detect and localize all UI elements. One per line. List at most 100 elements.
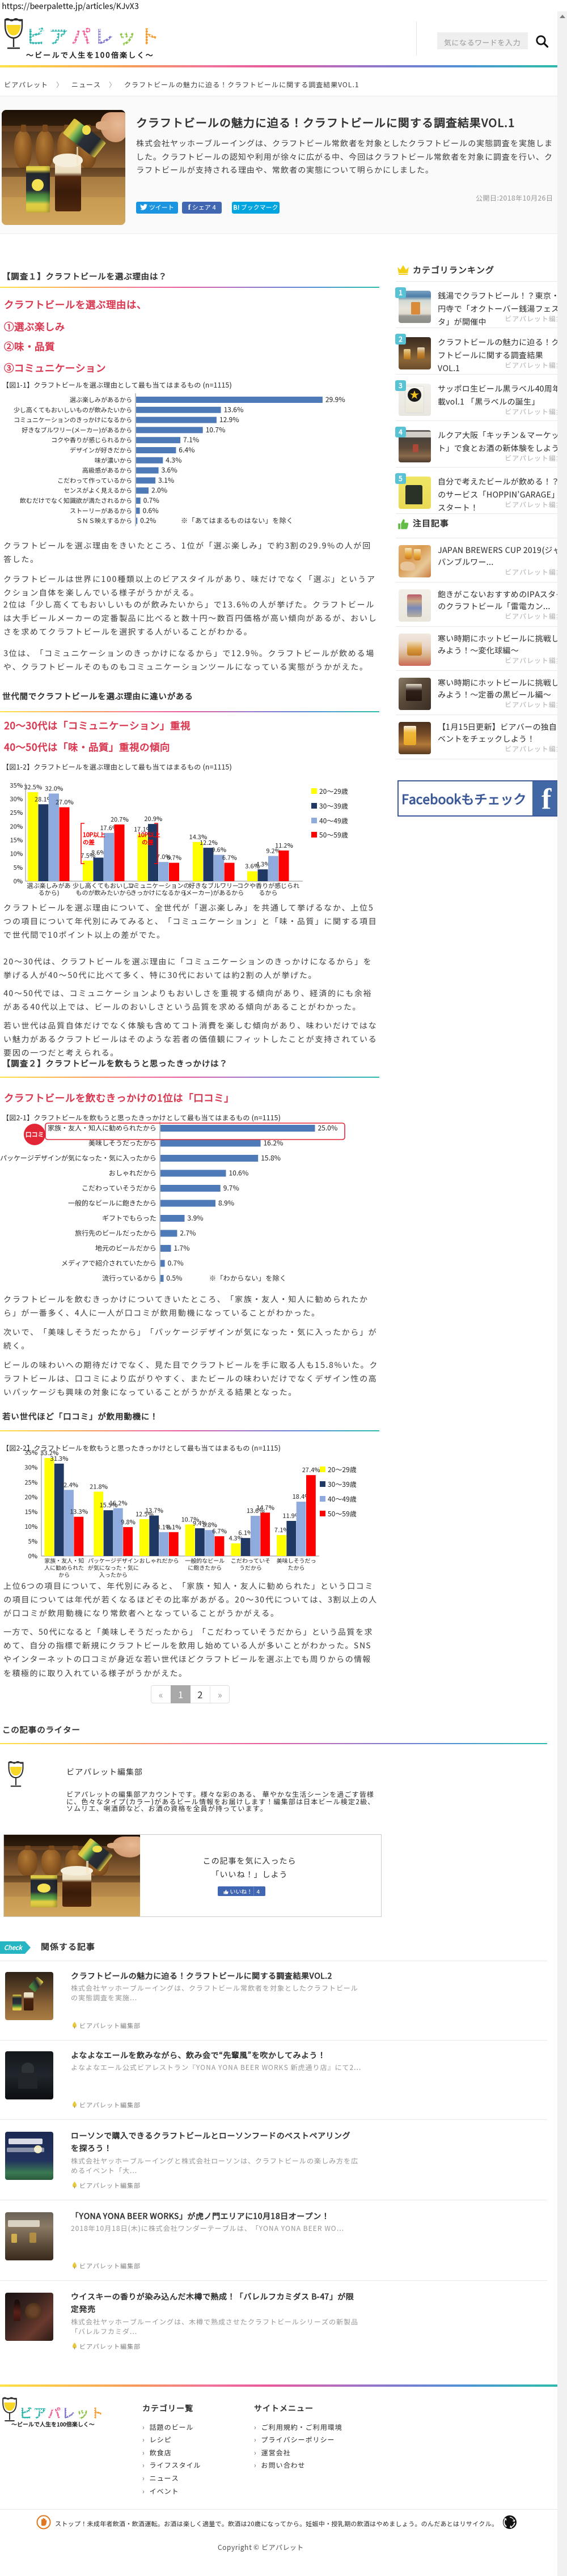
svg-text:デザインが好きだから: デザインが好きだから [70, 446, 132, 455]
svg-text:から: から [58, 1570, 70, 1579]
svg-text:6.7%: 6.7% [222, 853, 237, 862]
svg-text:こだわっていそ: こだわっていそ [231, 1556, 270, 1565]
svg-text:味が濃いから: 味が濃いから [95, 456, 132, 465]
svg-text:センスがよく見えるから: センスがよく見えるから [64, 486, 132, 495]
svg-text:きっかけになるから: きっかけになるから [130, 889, 187, 898]
svg-text:9.6%: 9.6% [211, 845, 226, 855]
svg-text:6.7%: 6.7% [212, 1527, 227, 1536]
svg-text:家族・友人・知人に勧められたから: 家族・友人・知人に勧められたから [48, 1123, 156, 1133]
svg-text:4.3%: 4.3% [256, 860, 270, 869]
svg-text:30〜39歳: 30〜39歳 [319, 801, 348, 811]
svg-text:るから): るから) [39, 889, 60, 898]
svg-text:2.0%: 2.0% [151, 486, 167, 495]
svg-text:少し高くてもおいしいものが飲みたいから: 少し高くてもおいしいものが飲みたいから [14, 405, 132, 414]
svg-text:家族・友人・知: 家族・友人・知 [44, 1556, 84, 1565]
svg-text:選ぶ楽しみがあるから: 選ぶ楽しみがあるから [70, 396, 132, 405]
svg-text:14.3%: 14.3% [189, 832, 207, 841]
svg-text:12.2%: 12.2% [200, 838, 218, 847]
svg-text:コクや香りが感じられ: コクや香りが感じられ [237, 881, 299, 890]
svg-text:の差: の差 [142, 838, 154, 847]
svg-text:32.5%: 32.5% [24, 783, 42, 792]
svg-text:20.9%: 20.9% [144, 814, 162, 823]
svg-text:10P以上: 10P以上 [83, 831, 105, 839]
svg-text:Check: Check [4, 1943, 23, 1952]
svg-text:9.2%: 9.2% [266, 847, 281, 856]
svg-text:17.1%: 17.1% [134, 824, 152, 834]
svg-text:13.3%: 13.3% [70, 1507, 88, 1516]
svg-text:人に勧められた: 人に勧められた [44, 1563, 84, 1572]
svg-text:10%: 10% [10, 849, 23, 858]
svg-text:15.5%: 15.5% [99, 1500, 117, 1510]
svg-text:0.7%: 0.7% [168, 1259, 184, 1268]
svg-text:30%: 30% [25, 1463, 37, 1472]
svg-text:コクや香りが感じられるから: コクや香りが感じられるから [51, 436, 132, 445]
svg-text:おしゃれだから: おしゃれだから [139, 1556, 179, 1565]
svg-text:コミュニケーションのきっかけになるから: コミュニケーションのきっかけになるから [14, 415, 132, 424]
svg-text:9.7%: 9.7% [223, 1183, 239, 1193]
svg-text:13.6%: 13.6% [247, 1506, 265, 1515]
svg-text:30〜39歳: 30〜39歳 [328, 1480, 357, 1489]
svg-text:29.9%: 29.9% [325, 395, 345, 405]
svg-text:ギフトでもらった: ギフトでもらった [102, 1213, 156, 1223]
svg-text:30%: 30% [10, 794, 23, 804]
svg-text:10.6%: 10.6% [229, 1168, 249, 1178]
svg-text:コミュニケーションの: コミュニケーションの [128, 881, 190, 890]
svg-text:に飽きたから: に飽きたから [188, 1563, 222, 1572]
svg-text:たから: たから [288, 1563, 305, 1572]
svg-text:7.0%: 7.0% [156, 852, 171, 861]
svg-text:こだわっていそうだから: こだわっていそうだから [82, 1183, 156, 1193]
svg-text:25.0%: 25.0% [318, 1123, 338, 1133]
svg-text:3.6%: 3.6% [162, 465, 177, 475]
svg-text:33.2%: 33.2% [40, 1449, 58, 1457]
svg-text:3.6%: 3.6% [245, 862, 260, 871]
svg-text:18.4%: 18.4% [293, 1492, 311, 1501]
svg-text:7.1%: 7.1% [183, 435, 199, 445]
svg-text:16.2%: 16.2% [264, 1138, 284, 1148]
svg-text:10.7%: 10.7% [181, 1515, 199, 1524]
svg-text:11.9%: 11.9% [282, 1511, 301, 1520]
svg-text:メディアで紹介されていたから: メディアで紹介されていたから [61, 1259, 156, 1268]
svg-text:ＳＮＳ映えするから: ＳＮＳ映えするから [76, 516, 132, 525]
svg-text:0%: 0% [28, 1551, 37, 1561]
svg-text:3.1%: 3.1% [158, 475, 174, 485]
svg-text:10P以上: 10P以上 [138, 831, 160, 839]
svg-text:32.0%: 32.0% [45, 784, 63, 793]
svg-text:31.3%: 31.3% [50, 1454, 69, 1463]
svg-text:7.5%: 7.5% [81, 851, 95, 860]
svg-text:12.9%: 12.9% [219, 415, 239, 424]
svg-text:0%: 0% [14, 877, 23, 886]
svg-text:1.7%: 1.7% [174, 1243, 190, 1253]
svg-text:15%: 15% [25, 1507, 37, 1516]
svg-text:8.1%: 8.1% [167, 1523, 181, 1532]
svg-text:25%: 25% [25, 1478, 37, 1487]
svg-text:35%: 35% [10, 781, 23, 790]
svg-text:8.1%: 8.1% [156, 1523, 171, 1532]
svg-text:0.2%: 0.2% [140, 516, 156, 525]
svg-text:口コミ: 口コミ [26, 1130, 44, 1139]
svg-text:11.2%: 11.2% [275, 841, 293, 850]
svg-text:8.9%: 8.9% [218, 1198, 234, 1208]
svg-text:6.7%: 6.7% [167, 853, 181, 862]
svg-text:の差: の差 [83, 838, 95, 847]
svg-text:流行っているから: 流行っているから [102, 1273, 156, 1283]
svg-text:20〜29歳: 20〜29歳 [319, 787, 348, 796]
svg-text:少し高くてもおいしい: 少し高くてもおいしい [73, 881, 135, 890]
svg-text:7.1%: 7.1% [274, 1525, 289, 1534]
svg-text:うだから: うだから [239, 1563, 262, 1572]
svg-text:20〜29歳: 20〜29歳 [328, 1465, 357, 1474]
svg-text:おしゃれだから: おしゃれだから [109, 1168, 156, 1178]
svg-text:4.3%: 4.3% [166, 455, 181, 465]
svg-text:20%: 20% [10, 822, 23, 831]
svg-text:一般的なビールに飽きたから: 一般的なビールに飽きたから [68, 1198, 156, 1208]
svg-text:パッケージデザイン: パッケージデザイン [88, 1556, 139, 1565]
svg-text:28.1%: 28.1% [35, 794, 53, 804]
svg-text:が気になった・気に: が気になった・気に [88, 1563, 139, 1572]
svg-text:2.7%: 2.7% [180, 1229, 196, 1238]
svg-text:飲むだけでなく知識欲が満たされるから: 飲むだけでなく知識欲が満たされるから [19, 496, 132, 505]
svg-text:10%: 10% [25, 1522, 37, 1531]
svg-text:旅行先のビールだったから: 旅行先のビールだったから [75, 1229, 156, 1238]
svg-text:15%: 15% [10, 836, 23, 845]
svg-text:好きなブルワリー(メーカー)があるから: 好きなブルワリー(メーカー)があるから [22, 426, 132, 435]
svg-text:0.5%: 0.5% [166, 1273, 182, 1283]
svg-text:※「わからない」を除く: ※「わからない」を除く [209, 1273, 286, 1283]
